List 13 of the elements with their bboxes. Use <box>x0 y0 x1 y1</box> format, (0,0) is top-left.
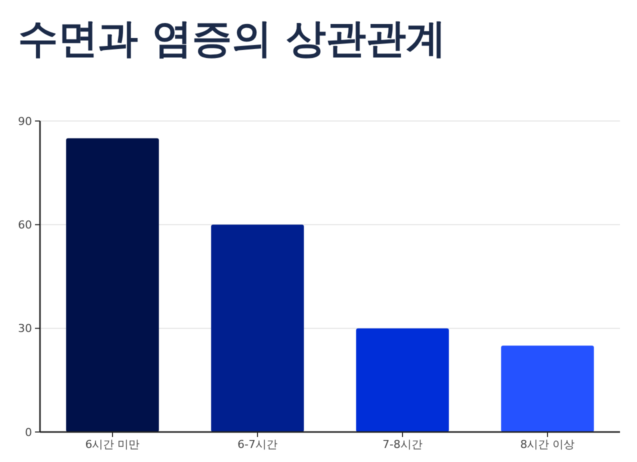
x-tick-label: 7-8시간 <box>382 438 422 451</box>
y-tick-label: 60 <box>18 218 32 232</box>
bar <box>211 224 304 432</box>
y-tick-label: 90 <box>18 114 32 128</box>
bar <box>356 328 449 432</box>
chart-title: 수면과 염증의 상관관계 <box>18 16 446 62</box>
y-tick-label: 0 <box>25 426 32 439</box>
bar <box>66 138 159 432</box>
x-tick-label: 6시간 미만 <box>85 438 140 451</box>
bar <box>501 346 594 432</box>
y-tick-label: 30 <box>18 322 32 336</box>
x-tick-label: 6-7시간 <box>238 438 278 451</box>
x-tick-label: 8시간 이상 <box>520 438 575 451</box>
